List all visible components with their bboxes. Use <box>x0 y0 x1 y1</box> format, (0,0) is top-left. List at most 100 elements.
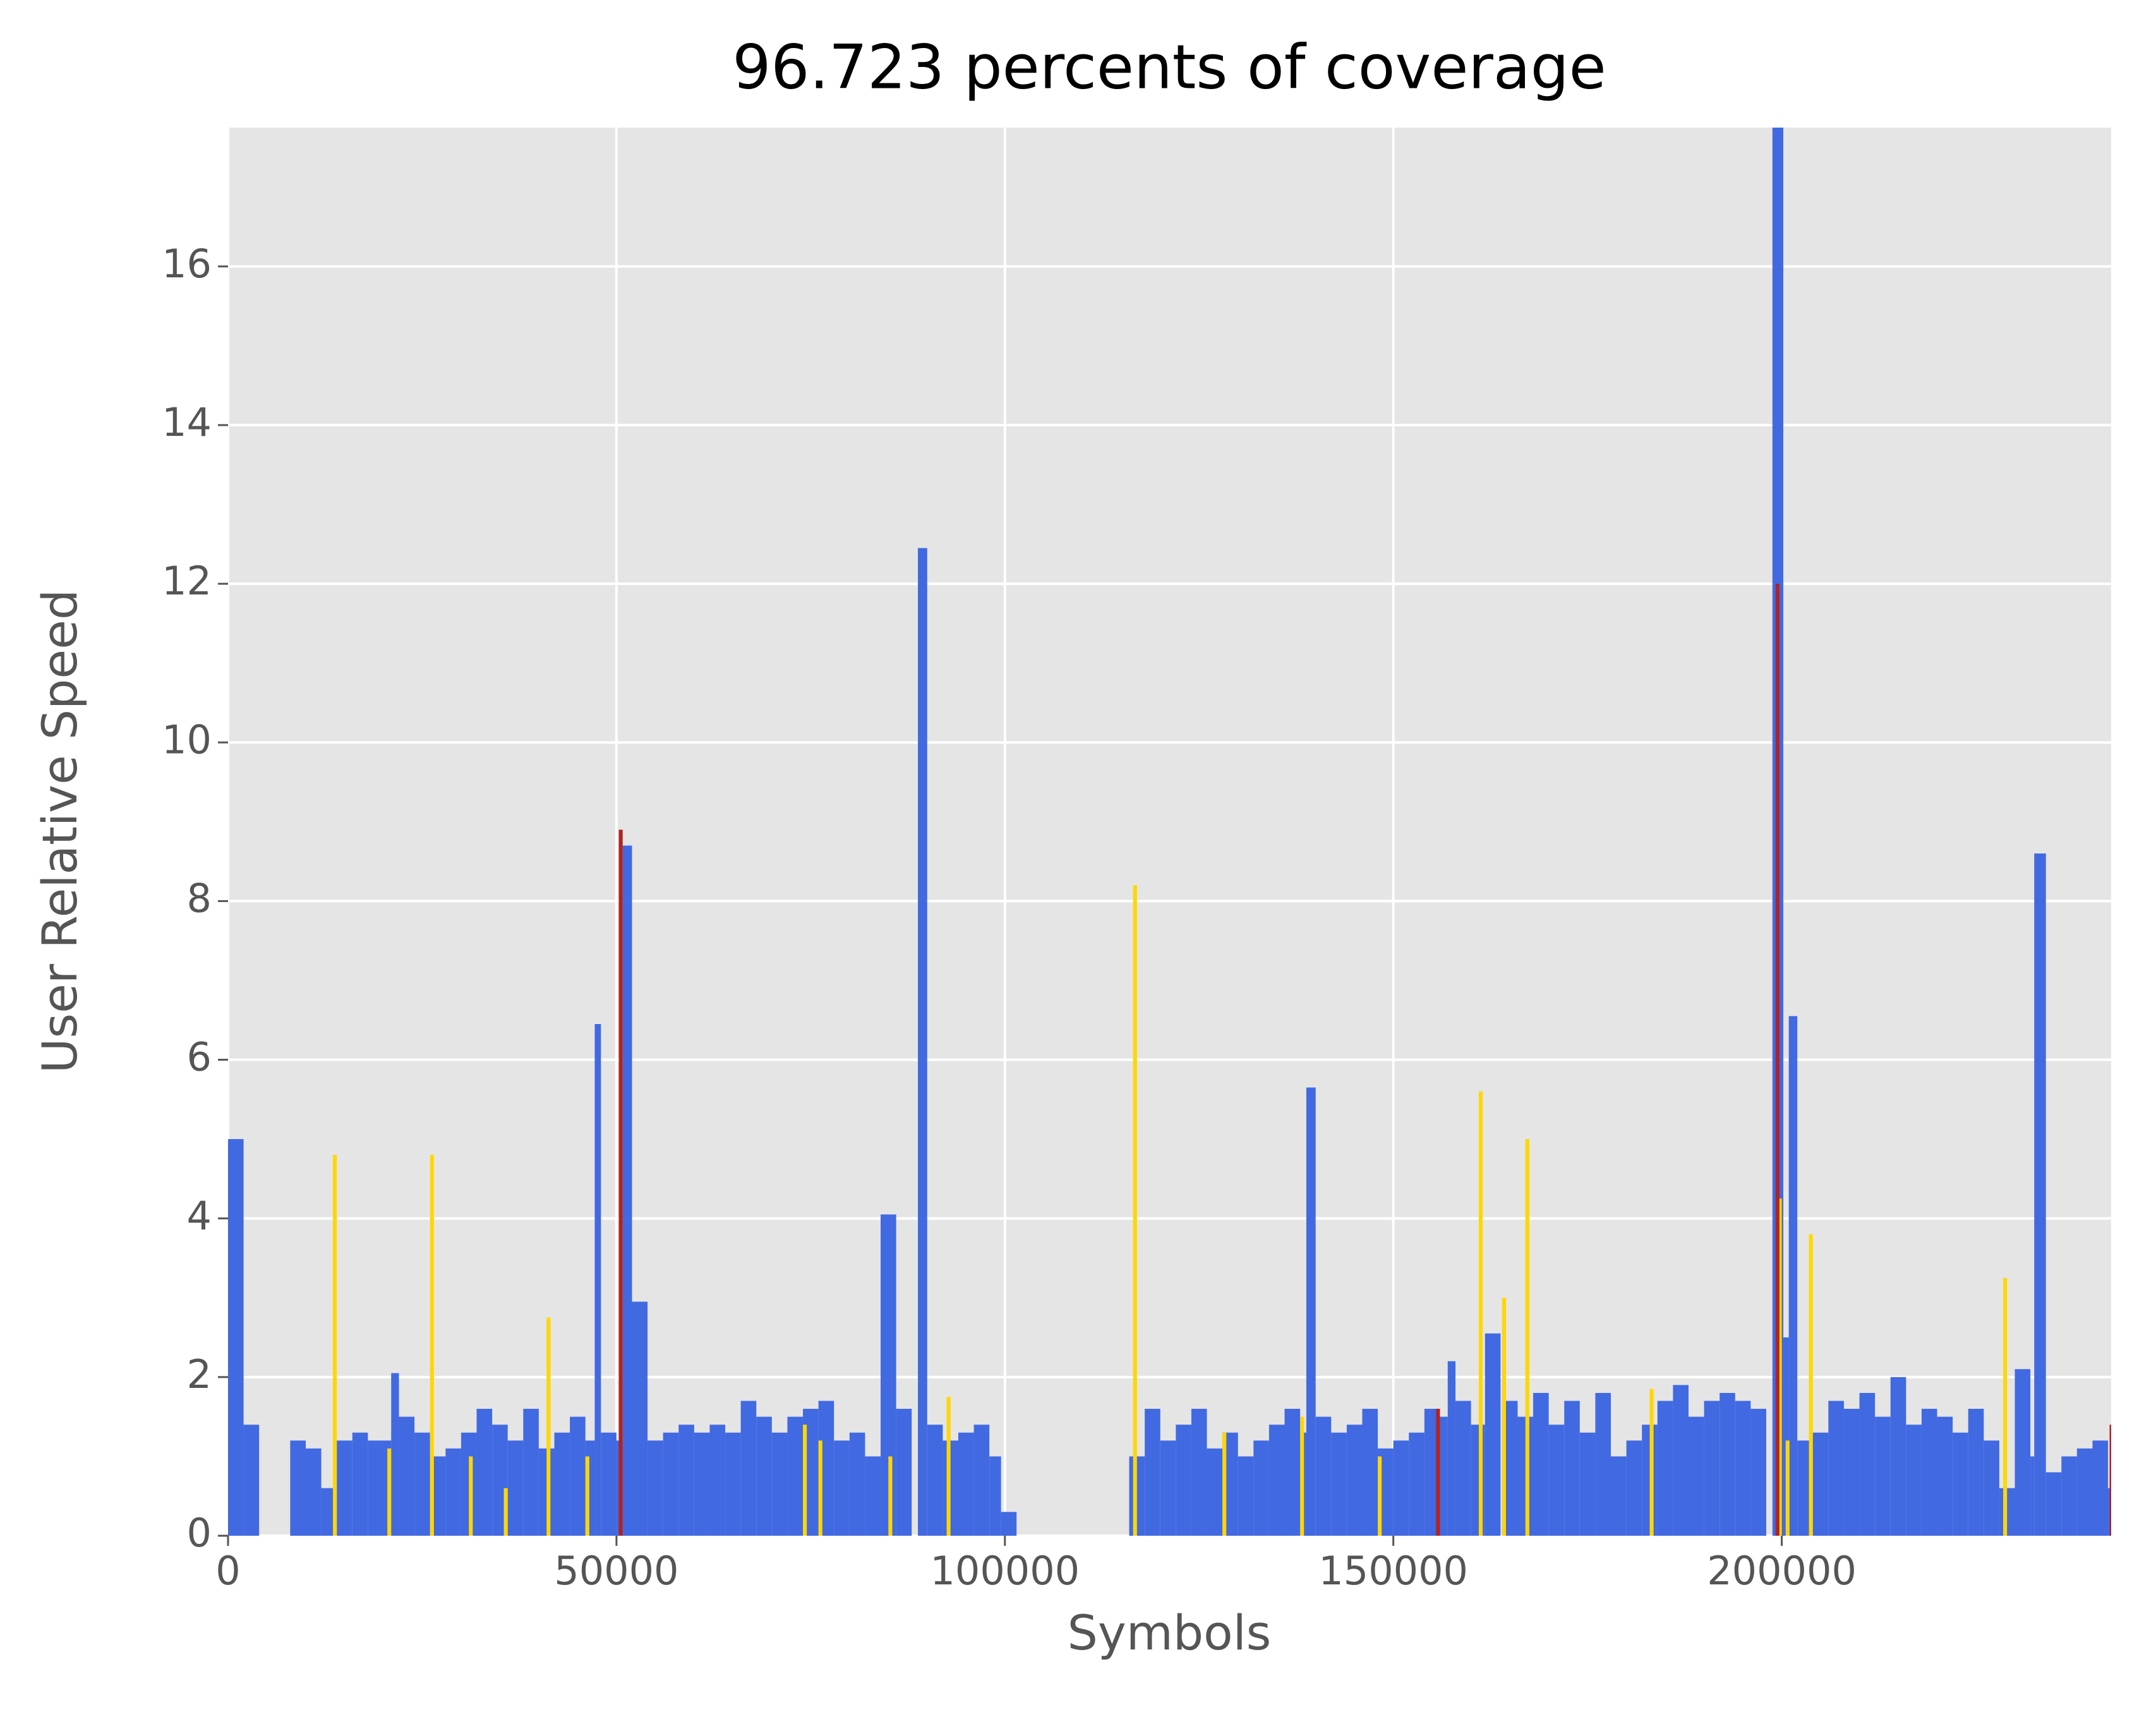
bar <box>647 1440 663 1536</box>
bar <box>1502 1298 1506 1536</box>
bar <box>946 1397 951 1536</box>
bar <box>2030 1456 2035 1536</box>
bar <box>849 1432 865 1536</box>
bar <box>1207 1448 1223 1536</box>
y-tick-label: 4 <box>187 1193 212 1239</box>
bar <box>1657 1401 1673 1536</box>
bar <box>2034 853 2046 1536</box>
bar <box>787 1416 804 1536</box>
bar <box>601 1432 617 1536</box>
bar <box>228 1139 244 1536</box>
bar <box>1828 1401 1844 1536</box>
bar <box>1238 1456 1254 1536</box>
bar <box>756 1416 772 1536</box>
bars <box>228 128 2111 1536</box>
x-tick-label: 0 <box>215 1548 240 1594</box>
bar <box>1688 1416 1704 1536</box>
y-tick-label: 14 <box>162 399 212 445</box>
bar <box>1548 1425 1565 1536</box>
bar <box>1673 1385 1689 1536</box>
bar <box>865 1456 881 1536</box>
bar <box>771 1432 788 1536</box>
bar <box>1471 1425 1485 1536</box>
bar <box>618 829 623 1536</box>
bar <box>725 1432 741 1536</box>
bar <box>476 1409 493 1536</box>
bar <box>243 1425 260 1536</box>
bar <box>445 1448 461 1536</box>
bar <box>1001 1512 1017 1536</box>
bar <box>1579 1432 1596 1536</box>
bar <box>430 1155 434 1536</box>
bar <box>585 1456 589 1536</box>
y-axis-label: User Relative Speed <box>32 589 88 1073</box>
bar <box>678 1425 694 1536</box>
bar <box>1937 1416 1953 1536</box>
bar <box>1968 1409 1984 1536</box>
x-tick-label: 200000 <box>1707 1548 1857 1594</box>
bar <box>632 1301 648 1536</box>
bar <box>1440 1416 1448 1536</box>
bar <box>1393 1440 1409 1536</box>
bar <box>1447 1361 1456 1536</box>
bar <box>507 1440 524 1536</box>
bar <box>1485 1333 1501 1536</box>
bar <box>1284 1409 1301 1536</box>
bar <box>546 1317 551 1536</box>
bar <box>1719 1392 1735 1536</box>
bar <box>469 1456 473 1536</box>
bar <box>1626 1440 1642 1536</box>
bar <box>2092 1440 2109 1536</box>
bar <box>1160 1440 1176 1536</box>
bar <box>740 1401 757 1536</box>
bar <box>554 1432 570 1536</box>
bar <box>1525 1139 1529 1536</box>
bar <box>1875 1416 1891 1536</box>
bar <box>918 548 927 1536</box>
bar <box>1306 1087 1316 1536</box>
bar <box>1346 1425 1363 1536</box>
bar <box>337 1440 352 1536</box>
bar <box>803 1425 807 1536</box>
bar <box>1222 1432 1227 1536</box>
y-tick-label: 16 <box>162 241 212 287</box>
bar <box>1611 1456 1627 1536</box>
axes: 0 2 4 6 8 10 12 14 16 0 50000 100000 150000 200000 <box>162 241 1857 1594</box>
bar <box>1984 1440 1999 1536</box>
bar <box>834 1440 850 1536</box>
bar <box>594 1024 601 1536</box>
x-tick-label: 50000 <box>554 1548 678 1594</box>
bar <box>1253 1440 1269 1536</box>
bar <box>663 1432 679 1536</box>
bar <box>2076 1448 2093 1536</box>
bar <box>1953 1432 1968 1536</box>
bar <box>1564 1401 1580 1536</box>
bar <box>1788 1016 1798 1536</box>
bar <box>352 1432 368 1536</box>
bar <box>1191 1409 1207 1536</box>
bar <box>989 1456 1001 1536</box>
y-tick-label: 6 <box>187 1034 212 1080</box>
bar <box>1775 584 1780 1536</box>
bar <box>1268 1425 1285 1536</box>
bar <box>1300 1416 1304 1536</box>
bar <box>1906 1425 1922 1536</box>
bar <box>1378 1456 1382 1536</box>
bar <box>2109 1425 2111 1536</box>
bar <box>888 1456 893 1536</box>
bar <box>1436 1409 1440 1536</box>
bar <box>2003 1277 2008 1536</box>
bar <box>973 1425 990 1536</box>
bar <box>1176 1425 1191 1536</box>
bar <box>1315 1416 1332 1536</box>
x-axis-label: Symbols <box>1068 1605 1272 1661</box>
x-tick-label: 150000 <box>1318 1548 1468 1594</box>
bar <box>523 1409 539 1536</box>
bar <box>1145 1409 1160 1536</box>
bar <box>694 1432 710 1536</box>
bar <box>1478 1091 1483 1536</box>
bar <box>1649 1389 1654 1536</box>
bar <box>2045 1472 2062 1536</box>
